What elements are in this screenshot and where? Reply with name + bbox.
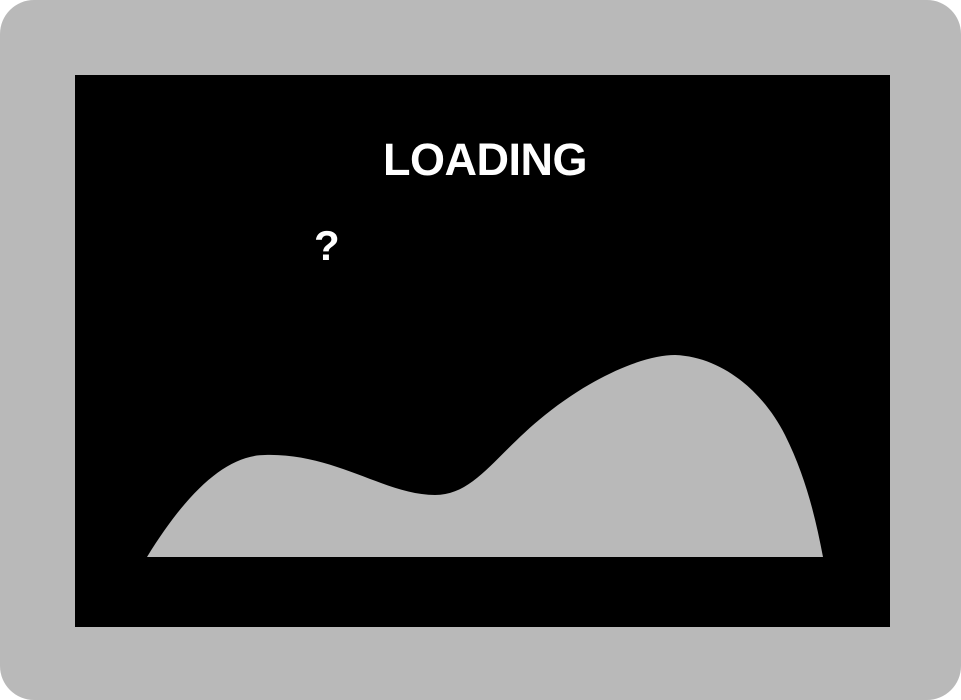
hill-landscape-icon (147, 355, 823, 557)
image-placeholder-screen: LOADING ? (75, 75, 890, 627)
question-mark-icon: ? (314, 222, 340, 269)
loading-label: LOADING (383, 134, 588, 185)
hill-shape (147, 355, 823, 557)
